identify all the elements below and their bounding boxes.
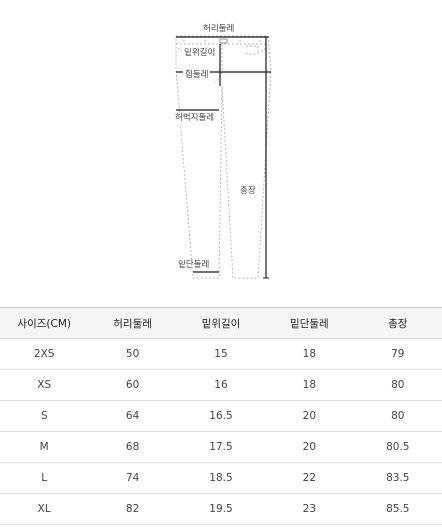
label-length: 총장: [238, 186, 258, 197]
cell-length: 79: [353, 338, 442, 370]
cell-waist: 60: [88, 369, 177, 401]
table-row: S 64 16.5 20 80: [0, 400, 442, 432]
cell-hem: 18: [265, 338, 354, 370]
cell-hem: 18: [265, 369, 354, 401]
cell-size: M: [0, 431, 89, 463]
header-length: 총장: [353, 307, 442, 339]
size-table-container: 사이즈(CM) 허리둘레 밑위길이 밑단둘레 총장 2XS 50 15 18 7…: [0, 307, 442, 525]
table-row: XL 82 19.5 23 85.5: [0, 493, 442, 525]
cell-waist: 74: [88, 462, 177, 494]
cell-rise: 17.5: [176, 431, 266, 463]
cell-rise: 19.5: [176, 493, 266, 525]
cell-hem: 22: [265, 462, 354, 494]
cell-length: 80.5: [353, 431, 442, 463]
header-waist: 허리둘레: [88, 307, 177, 339]
cell-waist: 64: [88, 400, 177, 432]
label-thigh: 허벅지둘레: [173, 113, 217, 124]
label-hem: 밑단둘레: [176, 260, 212, 271]
size-table: 사이즈(CM) 허리둘레 밑위길이 밑단둘레 총장 2XS 50 15 18 7…: [0, 307, 442, 525]
cell-size: L: [0, 462, 89, 494]
cell-hem: 23: [265, 493, 354, 525]
table-row: XS 60 16 18 80: [0, 369, 442, 401]
label-waist: 허리둘레: [201, 24, 237, 35]
cell-rise: 16: [176, 369, 266, 401]
table-row: M 68 17.5 20 80.5: [0, 431, 442, 463]
table-header-row: 사이즈(CM) 허리둘레 밑위길이 밑단둘레 총장: [0, 307, 442, 339]
table-row: L 74 18.5 22 83.5: [0, 462, 442, 494]
header-rise: 밑위길이: [176, 307, 266, 339]
header-size: 사이즈(CM): [0, 307, 89, 339]
cell-length: 85.5: [353, 493, 442, 525]
cell-rise: 16.5: [176, 400, 266, 432]
cell-waist: 82: [88, 493, 177, 525]
cell-hem: 20: [265, 400, 354, 432]
cell-size: 2XS: [0, 338, 89, 370]
pants-illustration: [175, 35, 272, 279]
cell-size: XL: [0, 493, 89, 525]
label-hip: 힙둘레: [183, 70, 211, 81]
cell-length: 80: [353, 400, 442, 432]
cell-length: 83.5: [353, 462, 442, 494]
cell-rise: 18.5: [176, 462, 266, 494]
cell-hem: 20: [265, 431, 354, 463]
cell-waist: 50: [88, 338, 177, 370]
cell-waist: 68: [88, 431, 177, 463]
table-row: 2XS 50 15 18 79: [0, 338, 442, 370]
cell-length: 80: [353, 369, 442, 401]
cell-size: XS: [0, 369, 89, 401]
cell-size: S: [0, 400, 89, 432]
size-diagram: 허리둘레 밑위길이 힙둘레 허벅지둘레 총장 밑단둘레: [173, 24, 272, 279]
header-hem: 밑단둘레: [265, 307, 354, 339]
label-rise: 밑위길이: [182, 48, 218, 59]
cell-rise: 15: [176, 338, 266, 370]
